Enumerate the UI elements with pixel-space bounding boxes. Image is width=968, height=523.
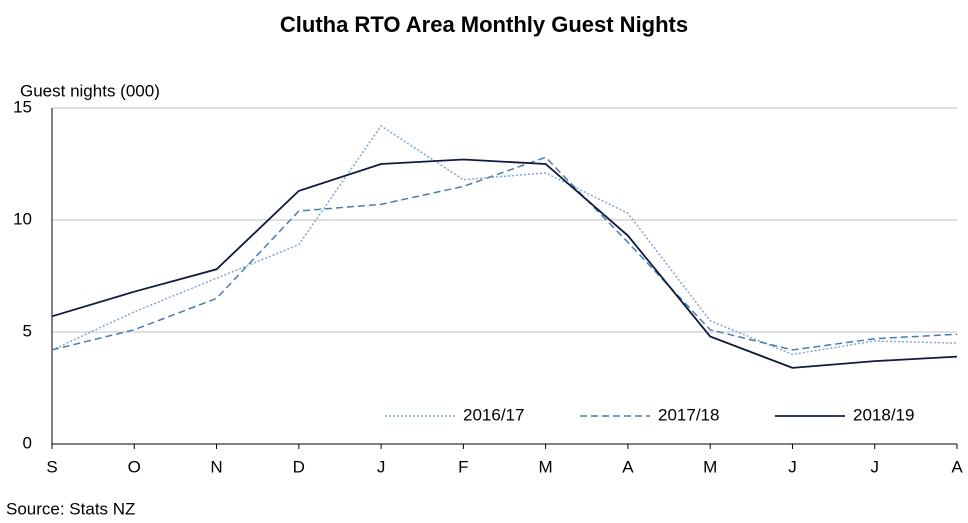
x-tick-label: J	[377, 457, 386, 476]
y-tick-label: 15	[13, 97, 32, 116]
x-tick-label: M	[539, 457, 553, 476]
line-series	[51, 158, 958, 369]
x-tick-label: N	[210, 457, 222, 476]
line-series	[51, 124, 958, 356]
x-tick-label: O	[128, 457, 141, 476]
source: Source: Stats NZ	[6, 499, 135, 518]
chart-title: Clutha RTO Area Monthly Guest Nights	[280, 12, 688, 37]
x-tick-label: A	[951, 457, 963, 476]
x-tick-label: S	[46, 457, 57, 476]
x-tick-label: D	[293, 457, 305, 476]
y-tick-label: 0	[23, 433, 32, 452]
y-axis-label: Guest nights (000)	[20, 81, 160, 100]
x-tick-label: F	[458, 457, 468, 476]
y-tick-label: 10	[13, 209, 32, 228]
legend-label: 2017/18	[658, 405, 719, 424]
line-series	[51, 156, 958, 351]
legend-label: 2016/17	[463, 405, 524, 424]
legend-label: 2018/19	[853, 405, 914, 424]
x-tick-label: J	[870, 457, 879, 476]
x-tick-label: A	[622, 457, 634, 476]
x-tick-label: M	[703, 457, 717, 476]
x-tick-label: J	[788, 457, 797, 476]
y-tick-label: 5	[23, 321, 32, 340]
